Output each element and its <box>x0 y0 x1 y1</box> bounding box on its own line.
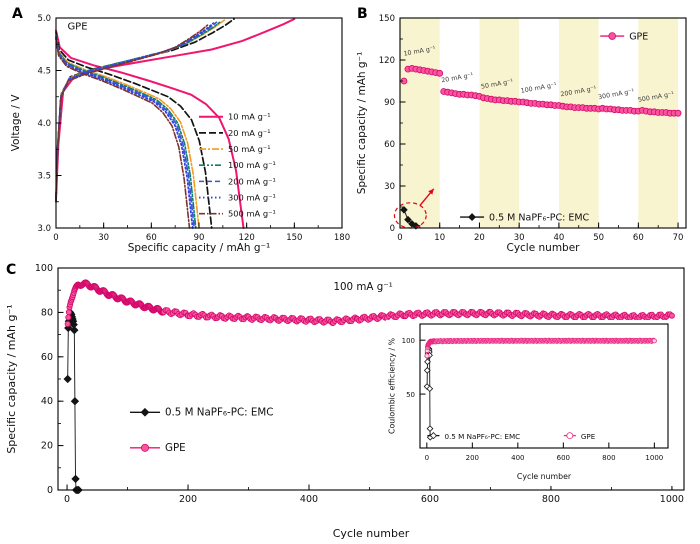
svg-text:0: 0 <box>390 224 395 234</box>
svg-text:70: 70 <box>673 233 684 243</box>
coulombic-efficiency-inset-chart: 0 200 400 600 800 1000 50 100 Cycle number Coulom… <box>386 320 674 486</box>
svg-text:100 mA g⁻¹: 100 mA g⁻¹ <box>228 160 276 170</box>
svg-text:20 mA g⁻¹: 20 mA g⁻¹ <box>441 72 474 85</box>
svg-text:10: 10 <box>434 233 445 243</box>
svg-text:3.0: 3.0 <box>37 224 51 234</box>
svg-text:60: 60 <box>41 352 53 363</box>
svg-text:150: 150 <box>379 14 395 24</box>
svg-text:80: 80 <box>41 307 53 318</box>
svg-text:60: 60 <box>384 140 395 150</box>
svg-text:300 mA g⁻¹: 300 mA g⁻¹ <box>228 193 276 203</box>
panel-b-rate-capability-chart: 0 10 20 30 40 50 60 70 0 30 60 90 120 150 Cycle number… <box>356 14 687 254</box>
svg-text:GPE: GPE <box>581 432 596 441</box>
svg-text:100: 100 <box>35 263 53 274</box>
svg-text:5.0: 5.0 <box>37 14 51 24</box>
svg-text:50 mA g⁻¹: 50 mA g⁻¹ <box>228 144 271 154</box>
svg-text:800: 800 <box>602 454 615 462</box>
svg-text:4.5: 4.5 <box>37 67 51 77</box>
panel-a-voltage-capacity-chart: 0 30 60 90 120 150 180 3.0 3.5 4.0 4.5 5.0 Specific … <box>10 14 350 254</box>
svg-text:600: 600 <box>421 494 439 505</box>
svg-text:60: 60 <box>633 233 644 243</box>
svg-text:10 mA g⁻¹: 10 mA g⁻¹ <box>228 112 271 122</box>
svg-text:Voltage / V: Voltage / V <box>10 94 22 152</box>
svg-text:Cycle number: Cycle number <box>517 472 572 481</box>
svg-text:400: 400 <box>300 494 318 505</box>
svg-text:Specific capacity / mAh g⁻¹: Specific capacity / mAh g⁻¹ <box>356 52 368 195</box>
svg-text:150: 150 <box>286 233 302 243</box>
svg-text:1000: 1000 <box>660 494 684 505</box>
svg-text:0.5 M NaPF₆-PC: EMC: 0.5 M NaPF₆-PC: EMC <box>165 407 274 419</box>
svg-text:GPE: GPE <box>629 31 648 42</box>
svg-text:0.5 M NaPF₆-PC: EMC: 0.5 M NaPF₆-PC: EMC <box>489 212 589 223</box>
svg-text:0: 0 <box>47 485 53 496</box>
panel-label-c: C <box>6 262 17 278</box>
svg-text:500 mA g⁻¹: 500 mA g⁻¹ <box>228 209 276 219</box>
svg-text:50: 50 <box>406 391 415 399</box>
svg-text:100 mA g⁻¹: 100 mA g⁻¹ <box>520 82 557 95</box>
svg-text:30: 30 <box>384 182 395 192</box>
svg-text:Specific capacity / mAh g⁻¹: Specific capacity / mAh g⁻¹ <box>128 242 271 254</box>
svg-text:Cycle number: Cycle number <box>333 527 410 540</box>
svg-text:0: 0 <box>397 233 402 243</box>
svg-text:1000: 1000 <box>645 454 663 462</box>
svg-text:20: 20 <box>41 441 53 452</box>
svg-text:120: 120 <box>239 233 255 243</box>
svg-text:300 mA g⁻¹: 300 mA g⁻¹ <box>598 88 635 101</box>
svg-text:90: 90 <box>384 98 395 108</box>
svg-text:Specific capacity / mAh g⁻¹: Specific capacity / mAh g⁻¹ <box>5 304 18 453</box>
svg-text:GPE: GPE <box>67 22 87 33</box>
svg-text:50: 50 <box>593 233 604 243</box>
svg-text:0: 0 <box>64 494 70 505</box>
svg-text:100 mA g⁻¹: 100 mA g⁻¹ <box>333 281 392 293</box>
svg-text:200: 200 <box>466 454 479 462</box>
svg-text:20: 20 <box>474 233 485 243</box>
svg-text:90: 90 <box>194 233 205 243</box>
svg-text:180: 180 <box>334 233 350 243</box>
svg-text:120: 120 <box>379 56 395 66</box>
svg-text:4.0: 4.0 <box>37 119 51 129</box>
svg-text:20 mA g⁻¹: 20 mA g⁻¹ <box>228 128 271 138</box>
svg-text:40: 40 <box>41 396 53 407</box>
svg-text:GPE: GPE <box>165 442 186 454</box>
svg-text:30: 30 <box>514 233 525 243</box>
panel-label-a: A <box>12 6 23 22</box>
svg-text:400: 400 <box>511 454 524 462</box>
svg-text:0.5 M NaPF₆-PC: EMC: 0.5 M NaPF₆-PC: EMC <box>444 432 520 441</box>
svg-text:60: 60 <box>146 233 157 243</box>
svg-text:Coulombic efficiency / %: Coulombic efficiency / % <box>388 338 397 434</box>
panel-label-b: B <box>357 6 368 22</box>
svg-text:100: 100 <box>402 337 415 345</box>
svg-text:Cycle number: Cycle number <box>506 242 580 254</box>
svg-text:0: 0 <box>425 454 429 462</box>
svg-text:600: 600 <box>557 454 570 462</box>
svg-text:200: 200 <box>179 494 197 505</box>
svg-text:40: 40 <box>553 233 564 243</box>
svg-text:3.5: 3.5 <box>37 172 51 182</box>
svg-text:800: 800 <box>542 494 560 505</box>
svg-text:0: 0 <box>53 233 58 243</box>
svg-text:30: 30 <box>98 233 109 243</box>
svg-text:200 mA g⁻¹: 200 mA g⁻¹ <box>228 176 276 186</box>
